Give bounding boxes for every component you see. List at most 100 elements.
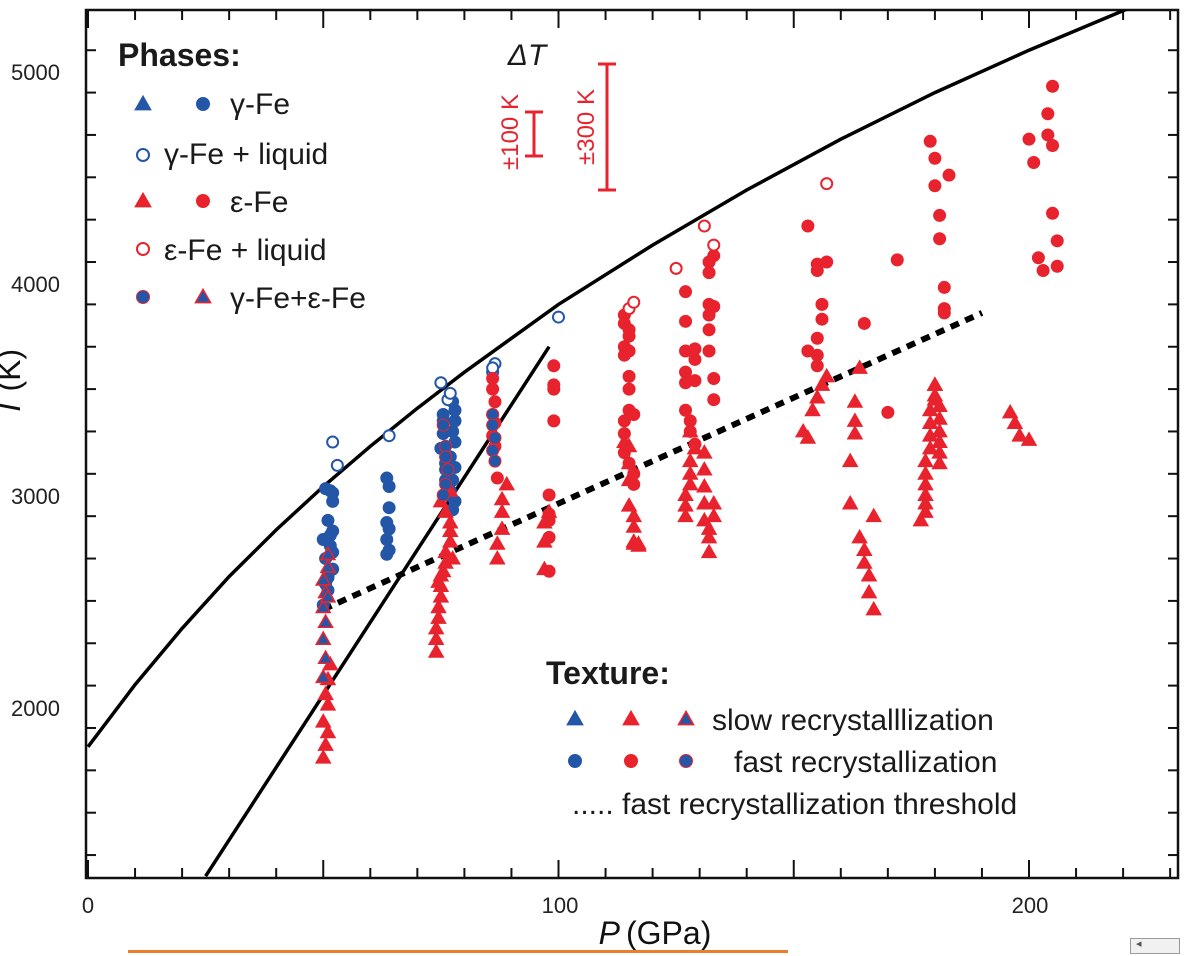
epsilon-triangle-point <box>430 573 447 588</box>
x-axis-title: P (GPa) <box>599 915 712 951</box>
legend-slow-gamma-triangle <box>566 709 584 726</box>
epsilon-triangle-point <box>493 503 511 518</box>
axis-ticks <box>86 10 1178 878</box>
x-tick-0: 0 <box>82 893 94 918</box>
mixed-circle-point <box>439 450 453 464</box>
epsilon-circle-point <box>923 134 937 148</box>
gamma-circle-open-point <box>330 458 344 472</box>
epsilon-circle-point <box>1046 79 1060 93</box>
epsilon-triangle-point <box>700 520 718 535</box>
gamma-circle-point <box>316 532 330 546</box>
mixed-circle-point <box>441 463 455 477</box>
epsilon-triangle-point <box>917 503 934 518</box>
epsilon-triangle-point <box>319 723 337 739</box>
epsilon-circle-point <box>1041 107 1055 121</box>
legend-gamma-fe: γ-Fe <box>230 88 290 121</box>
mixed-circle-point <box>488 454 502 468</box>
legend-fast-epsilon-circle <box>624 754 638 768</box>
mixed-triangle-point <box>317 649 334 665</box>
legend-fast-mixed-circle <box>679 754 693 768</box>
gamma-circle-open-point <box>443 386 457 400</box>
mixed-triangle-point <box>319 588 337 603</box>
epsilon-triangle-point <box>681 475 699 491</box>
epsilon-circle-point <box>820 255 834 269</box>
legend-epsilon-liquid-open-circle <box>136 242 150 256</box>
epsilon-triangle-point <box>317 736 334 751</box>
gamma-circle-point <box>380 547 394 561</box>
epsilon-circle-point <box>707 299 721 313</box>
legend-epsilon-triangle <box>134 191 152 208</box>
epsilon-circle-point <box>688 352 702 366</box>
epsilon-triangle-point <box>846 412 864 427</box>
epsilon-circle-point <box>928 151 942 165</box>
gamma-circle-point <box>326 486 340 500</box>
epsilon-circle-point <box>1050 259 1064 273</box>
epsilon-triangle-point <box>437 503 454 518</box>
horizontal-scrollbar[interactable]: ◂ <box>1130 938 1180 954</box>
epsilon-circle-point <box>1031 251 1045 265</box>
epsilon-circle-point <box>810 359 824 373</box>
epsilon-circle-point <box>1050 234 1064 248</box>
gamma-circle-point <box>382 480 396 494</box>
epsilon-triangle-point <box>846 425 864 440</box>
epsilon-triangle-point <box>432 588 450 603</box>
gamma-circle-point <box>321 513 335 527</box>
gamma-circle-point <box>380 532 394 546</box>
epsilon-circle-point <box>1041 128 1055 142</box>
gamma-circle-open-point <box>434 376 448 390</box>
epsilon-triangle-point <box>430 609 447 624</box>
legend-gamma-triangle <box>134 94 152 111</box>
gamma-circle-open-point <box>486 361 500 375</box>
epsilon-triangle-point <box>620 437 638 453</box>
epsilon-circle-point <box>547 414 561 428</box>
epsilon-circle-point <box>702 266 716 280</box>
epsilon-circle-point <box>890 253 904 267</box>
epsilon-circle-point <box>881 405 895 419</box>
epsilon-triangle-point <box>437 543 454 559</box>
epsilon-circle-point <box>622 369 636 383</box>
epsilon-triangle-point <box>1006 414 1024 429</box>
delta-t-label: ΔT <box>507 39 549 72</box>
legend-texture-title: Texture: <box>546 655 670 691</box>
y-tick-3000: 3000 <box>11 484 60 509</box>
epsilon-circle-point <box>679 314 693 328</box>
mixed-triangle-point <box>314 598 332 614</box>
error-bar-100k <box>525 110 543 158</box>
epsilon-triangle-point <box>536 514 553 529</box>
legend-fast-gamma-circle <box>568 754 582 768</box>
epsilon-triangle-point <box>677 497 694 512</box>
scroll-left-arrow-icon[interactable]: ◂ <box>1136 938 1142 950</box>
epsilon-triangle-point <box>700 543 718 559</box>
error-label-300k: ±300 K <box>573 89 600 165</box>
epsilon-triangle-point <box>681 465 699 480</box>
epsilon-circle-point <box>490 471 504 485</box>
epsilon-circle-point <box>622 344 636 358</box>
epsilon-triangle-point <box>841 494 859 510</box>
epsilon-triangle-point <box>630 537 647 552</box>
epsilon-circle-point <box>1046 139 1060 153</box>
epsilon-triangle-point <box>489 550 506 565</box>
epsilon-circle-point <box>928 179 942 193</box>
x-tick-100: 100 <box>542 893 579 918</box>
epsilon-triangle-point <box>427 630 445 645</box>
epsilon-triangle-point <box>865 600 883 616</box>
legend-gamma-epsilon-fe: γ-Fe+ε-Fe <box>230 282 366 315</box>
epsilon-triangle-point <box>700 528 718 544</box>
legend-texture: Texture: slow recrystalllization fast re… <box>546 655 1017 821</box>
y-axis-unit: (K) <box>0 349 27 392</box>
mixed-circle-point <box>488 431 502 445</box>
gamma-circle-point <box>382 501 396 515</box>
epsilon-triangle-point <box>489 535 506 550</box>
epsilon-triangle-point <box>540 503 558 518</box>
legend-slow-recrystallization: slow recrystalllization <box>712 704 994 737</box>
epsilon-circle-point <box>1046 206 1060 220</box>
epsilon-triangle-point <box>851 359 868 374</box>
epsilon-triangle-point <box>917 494 934 510</box>
epsilon-triangle-point <box>498 475 516 491</box>
mixed-triangle-point <box>319 545 337 561</box>
epsilon-circle-point <box>622 323 636 337</box>
epsilon-triangle-point <box>865 507 883 523</box>
epsilon-circle-open-point <box>669 261 683 275</box>
legend-gamma-fe-liquid: γ-Fe + liquid <box>164 138 328 171</box>
epsilon-triangle-point <box>493 520 511 535</box>
